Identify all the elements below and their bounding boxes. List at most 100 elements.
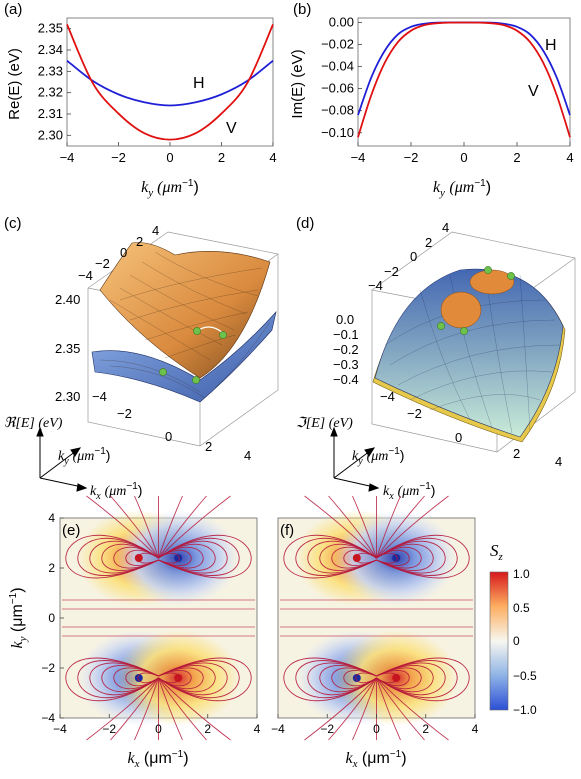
colorbar: Sz 1.0 0.5 0 −0.5 −1.0 — [489, 541, 537, 717]
streamline — [307, 540, 446, 574]
streamline — [158, 495, 183, 559]
streamline — [65, 657, 252, 702]
vortex-core — [352, 674, 361, 682]
y-tick-label: −0.08 — [321, 103, 354, 118]
ep-point — [437, 322, 445, 330]
streamline — [352, 677, 377, 741]
x-tick-label: −2 — [102, 722, 116, 736]
x-axis-label-b: ky (μm−1) — [433, 178, 491, 199]
gain-region — [440, 291, 482, 329]
colorbar-tick: −1.0 — [513, 703, 537, 717]
curve-label-h-a: H — [193, 75, 205, 92]
streamline — [376, 495, 449, 559]
y-tick-label: 2 — [48, 561, 55, 575]
streamline — [158, 495, 231, 559]
streamline — [283, 657, 470, 702]
z-tick-c: 2.35 — [55, 341, 80, 356]
streamline — [158, 677, 183, 741]
kx-label-c: kx (μm−1) — [90, 481, 142, 502]
x-tick-label: −2 — [111, 150, 126, 165]
y-tick-label: 2.34 — [38, 42, 63, 57]
panel-label-a: (a) — [4, 1, 22, 18]
streamline — [158, 677, 231, 741]
streamline — [86, 677, 159, 741]
x-axis-label-a: ky (μm−1) — [141, 178, 199, 199]
streamlines-e — [62, 495, 255, 741]
streamline — [77, 660, 240, 699]
axes-indicator-d — [330, 426, 380, 492]
panel-c: (c) 2.40 2.35 2.30 4 — [4, 215, 279, 502]
vortex-core — [174, 554, 183, 562]
panel-e: (e) −4 −2 0 2 4 4 2 0 −2 −4 ky (μm−1) kx (μm−1) — [8, 495, 261, 770]
streamline — [113, 667, 204, 690]
streamline — [376, 677, 401, 741]
x-tick-label: 0 — [166, 150, 173, 165]
surface-h-c — [91, 310, 277, 403]
z-tick-c: 2.40 — [55, 292, 80, 307]
spin-texture-f — [294, 510, 459, 726]
streamline — [125, 549, 192, 566]
exceptional-points-c — [159, 327, 227, 384]
x-axis-label-e: kx (μm−1) — [127, 749, 188, 770]
streamline — [319, 665, 434, 693]
panel-label-b: (b) — [293, 1, 311, 18]
colorbar-title: Sz — [490, 541, 504, 563]
surface-v-c — [99, 242, 271, 379]
streamline — [283, 534, 470, 579]
ep-point — [193, 327, 201, 335]
panel-a: (a) 2.35 2.34 2.33 2.32 2.31 2.30 −4 −2 0 2 4 H V… — [4, 1, 277, 199]
streamline — [113, 546, 204, 569]
streamline — [86, 495, 159, 559]
vortex-core — [352, 554, 361, 562]
streamline — [376, 677, 449, 741]
colorbar-tick: −0.5 — [513, 669, 537, 683]
x-tick-label: 4 — [254, 722, 261, 736]
top-tick-c: 4 — [152, 223, 159, 238]
y-tick-label: −0.06 — [321, 81, 354, 96]
ep-point — [219, 331, 227, 339]
plot-frame-a — [66, 17, 274, 147]
y-tick-label: 0.00 — [329, 14, 354, 29]
colorbar-tick: 0.5 — [513, 601, 530, 615]
series-line-v — [66, 24, 274, 141]
y-tick-label: 2.32 — [38, 85, 63, 100]
streamline — [110, 495, 159, 559]
streamline — [343, 670, 410, 687]
x-tick-label: 4 — [472, 722, 479, 736]
top-tick-d: −2 — [384, 264, 399, 279]
y-ticks-a: 2.35 2.34 2.33 2.32 2.31 2.30 — [38, 21, 71, 142]
streamline — [319, 543, 434, 571]
z-tick-d: −0.3 — [333, 357, 359, 372]
top-tick-c: −4 — [78, 268, 93, 283]
y-tick-label: 0 — [48, 611, 55, 625]
streamline — [101, 665, 216, 693]
ky-label-d: ky (μm−1) — [352, 446, 404, 467]
x-ticks-e: −4 −2 0 2 4 — [53, 714, 261, 736]
z-axis-label-d: ℑ[E] (eV) — [296, 416, 353, 431]
y-tick-label: 2.30 — [38, 127, 63, 142]
front-tick-d: 4 — [555, 454, 562, 469]
front-tick-c: 2 — [205, 439, 212, 454]
streamline — [376, 495, 401, 559]
colorbar-tick: 1.0 — [513, 567, 530, 581]
streamline — [77, 537, 240, 576]
streamlines-f — [280, 495, 473, 741]
top-tick-d: 0 — [410, 249, 417, 264]
series-line-h — [357, 21, 571, 116]
x-tick-label: −2 — [404, 150, 419, 165]
z-tick-d: 0.0 — [336, 312, 354, 327]
spin-texture-e — [76, 510, 241, 726]
series-line-h — [66, 59, 274, 107]
panel-d: (d) 0.0 −0.1 −0.2 −0.3 −0.4 — [296, 215, 576, 502]
panel-f: (f) −4 −2 0 2 4 kx (μm−1) — [271, 495, 479, 770]
x-tick-label: −4 — [60, 150, 75, 165]
x-tick-label: 2 — [218, 150, 225, 165]
z-tick-d: −0.1 — [333, 327, 359, 342]
streamline — [352, 495, 377, 559]
front-tick-d: 0 — [455, 430, 462, 445]
streamline — [328, 677, 377, 741]
streamline — [110, 677, 159, 741]
front-tick-c: 4 — [244, 448, 251, 463]
x-tick-label: 0 — [155, 722, 162, 736]
y-tick-label: −0.10 — [321, 125, 354, 140]
